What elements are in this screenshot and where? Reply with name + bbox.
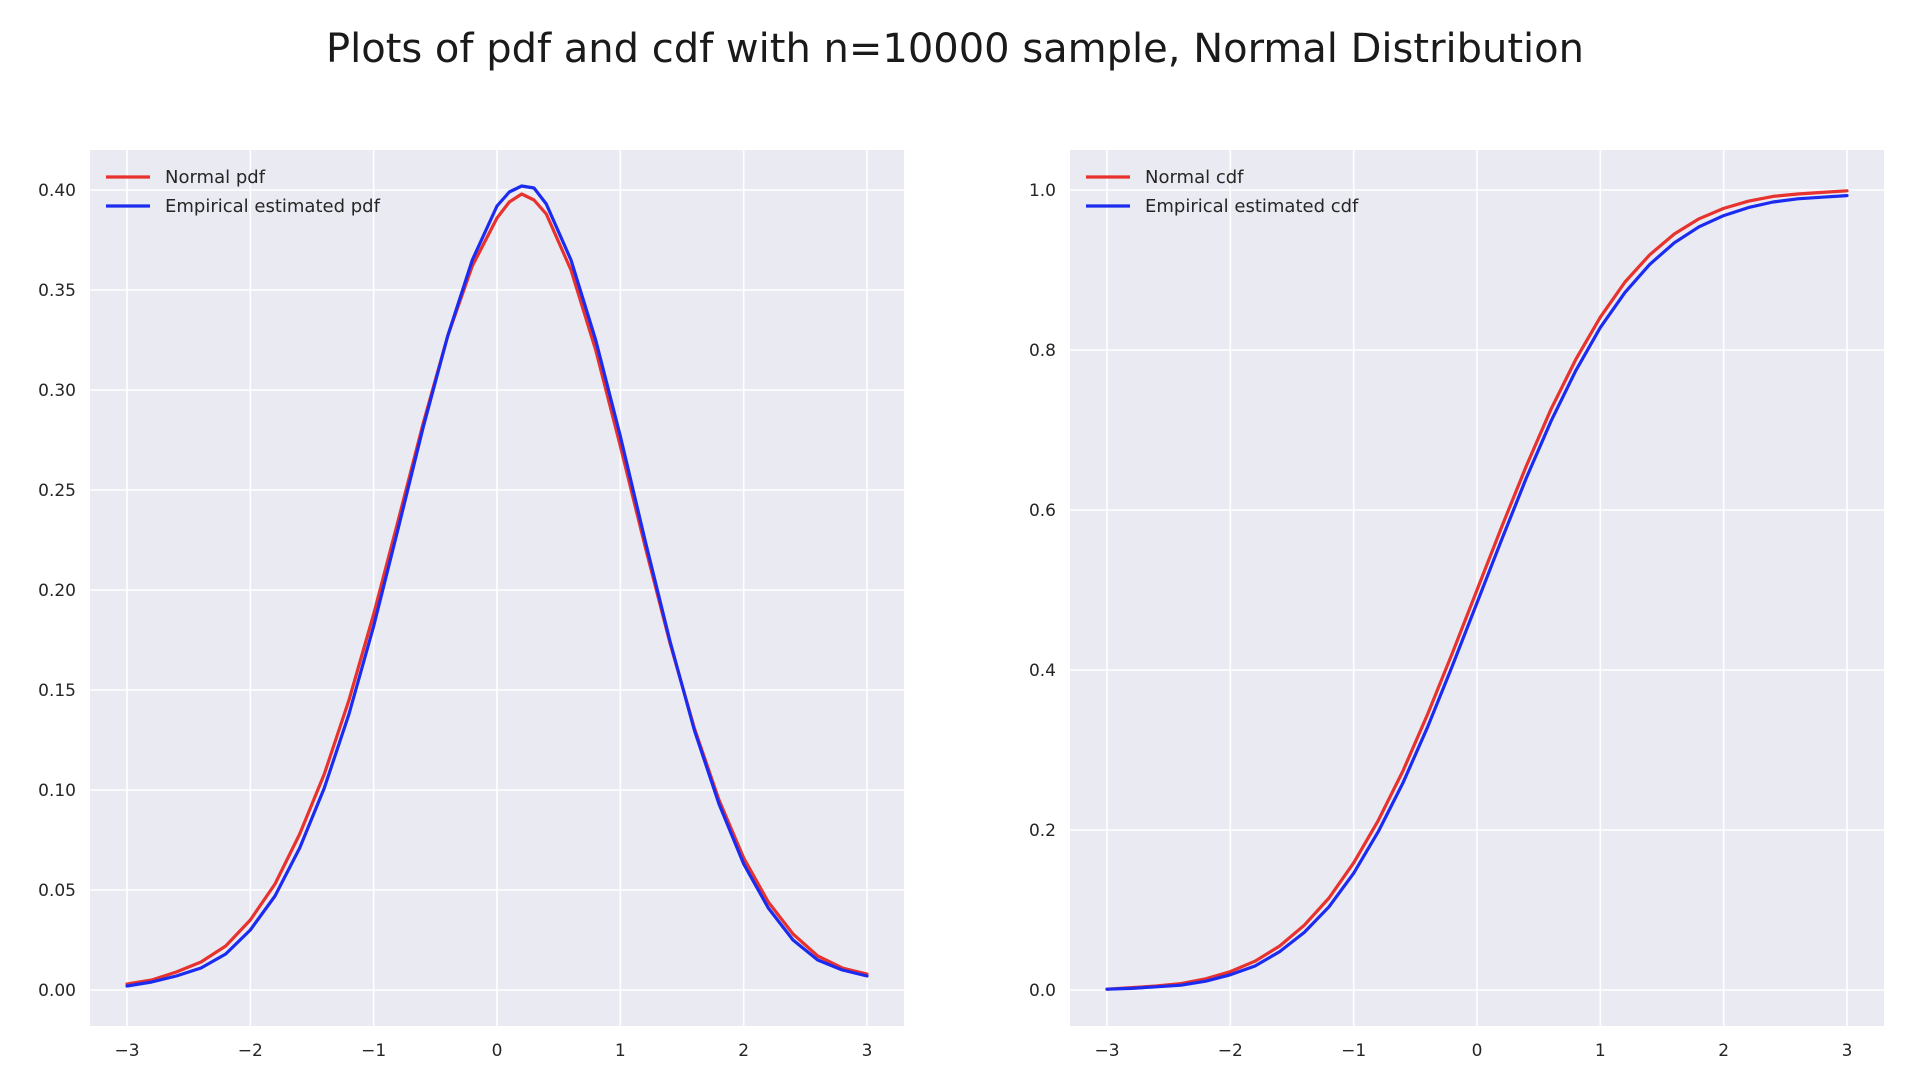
x-tick-label: 0: [492, 1041, 503, 1061]
legend-label-1: Normal pdf: [165, 167, 266, 188]
x-tick-label: 2: [1718, 1041, 1729, 1061]
legend-label-1: Normal cdf: [1145, 167, 1244, 188]
x-tick-label: −2: [1218, 1041, 1243, 1061]
y-tick-label: 0.0: [1029, 981, 1056, 1001]
y-tick-label: 0.30: [38, 381, 76, 401]
x-tick-label: −1: [361, 1041, 386, 1061]
y-tick-label: 0.10: [38, 781, 76, 801]
legend-label-2: Empirical estimated cdf: [1145, 196, 1359, 217]
y-tick-label: 0.40: [38, 181, 76, 201]
series-line-2: [1105, 194, 1849, 991]
y-tick-label: 0.15: [38, 681, 76, 701]
y-tick-label: 0.2: [1029, 821, 1056, 841]
legend-label-2: Empirical estimated pdf: [165, 196, 381, 217]
y-tick-label: 0.20: [38, 581, 76, 601]
figure-title: Plots of pdf and cdf with n=10000 sample…: [325, 26, 1584, 72]
x-tick-label: 3: [862, 1041, 873, 1061]
y-tick-label: 0.8: [1029, 341, 1056, 361]
chart-panel-2: −3 −2 −1 0 1 2 3 0.0 0.2 0.4 0.6 0.8 1.0 Normal cdf Em…: [1029, 150, 1884, 1061]
x-tick-label: 1: [1595, 1041, 1606, 1061]
x-tick-label: −1: [1341, 1041, 1366, 1061]
x-tick-label: 0: [1472, 1041, 1483, 1061]
y-tick-label: 0.00: [38, 981, 76, 1001]
x-tick-label: 3: [1842, 1041, 1853, 1061]
chart-panel-1: −3 −2 −1 0 1 2 3 0.00 0.05 0.10 0.15 0.20 0.25 0.30 0.…: [38, 150, 904, 1061]
y-tick-label: 1.0: [1029, 181, 1056, 201]
y-tick-label: 0.25: [38, 481, 76, 501]
x-tick-label: −3: [114, 1041, 139, 1061]
y-tick-label: 0.05: [38, 881, 76, 901]
y-tick-label: 0.6: [1029, 501, 1056, 521]
y-tick-label: 0.35: [38, 281, 76, 301]
series-line-2: [125, 184, 869, 988]
x-tick-label: 1: [615, 1041, 626, 1061]
series-line-1: [125, 192, 869, 986]
y-tick-label: 0.4: [1029, 661, 1056, 681]
x-tick-label: −3: [1094, 1041, 1119, 1061]
series-line-1: [1105, 189, 1849, 991]
x-tick-label: −2: [238, 1041, 263, 1061]
x-tick-label: 2: [738, 1041, 749, 1061]
